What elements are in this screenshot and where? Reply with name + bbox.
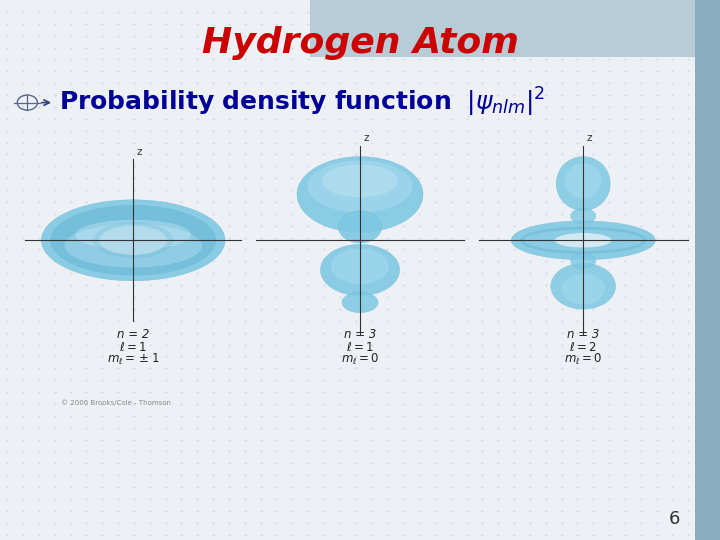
Ellipse shape (65, 224, 202, 267)
Text: n = 3: n = 3 (344, 328, 376, 341)
Text: $\bf{Probability\ density\ function}$  $|\psi_{nlm}|^2$: $\bf{Probability\ density\ function}$ $|… (59, 86, 546, 119)
Text: $\ell = 1$: $\ell = 1$ (120, 341, 147, 354)
FancyBboxPatch shape (695, 0, 720, 540)
Ellipse shape (99, 225, 167, 255)
Text: $m_\ell = \pm1$: $m_\ell = \pm1$ (107, 352, 159, 367)
Ellipse shape (570, 208, 596, 224)
Ellipse shape (338, 211, 382, 243)
Ellipse shape (320, 244, 400, 296)
Ellipse shape (297, 157, 423, 232)
Ellipse shape (76, 220, 191, 249)
Ellipse shape (551, 263, 616, 309)
Ellipse shape (562, 274, 605, 303)
Ellipse shape (342, 292, 378, 313)
Ellipse shape (331, 248, 389, 284)
Ellipse shape (554, 233, 612, 248)
Text: z: z (137, 146, 143, 157)
Text: n = 2: n = 2 (117, 328, 149, 341)
Ellipse shape (524, 230, 643, 251)
Ellipse shape (307, 161, 412, 212)
Ellipse shape (41, 200, 225, 281)
Ellipse shape (521, 227, 647, 254)
Text: $m_\ell = 0$: $m_\ell = 0$ (564, 352, 603, 367)
Text: © 2006 Brooks/Cole - Thomson: © 2006 Brooks/Cole - Thomson (61, 399, 171, 406)
FancyBboxPatch shape (310, 0, 720, 57)
Ellipse shape (511, 221, 655, 260)
Text: $\ell = 1$: $\ell = 1$ (346, 341, 374, 354)
Text: 6: 6 (669, 510, 680, 528)
Ellipse shape (323, 165, 397, 197)
Text: n = 3: n = 3 (567, 328, 599, 341)
Text: Hydrogen Atom: Hydrogen Atom (202, 26, 518, 60)
Ellipse shape (570, 253, 596, 268)
Text: $\ell = 2$: $\ell = 2$ (570, 341, 597, 354)
Ellipse shape (50, 205, 216, 275)
Text: z: z (364, 133, 369, 143)
Text: z: z (587, 133, 593, 143)
Ellipse shape (557, 157, 611, 211)
Ellipse shape (565, 163, 601, 198)
Text: $m_\ell = 0$: $m_\ell = 0$ (341, 352, 379, 367)
Ellipse shape (94, 222, 173, 258)
